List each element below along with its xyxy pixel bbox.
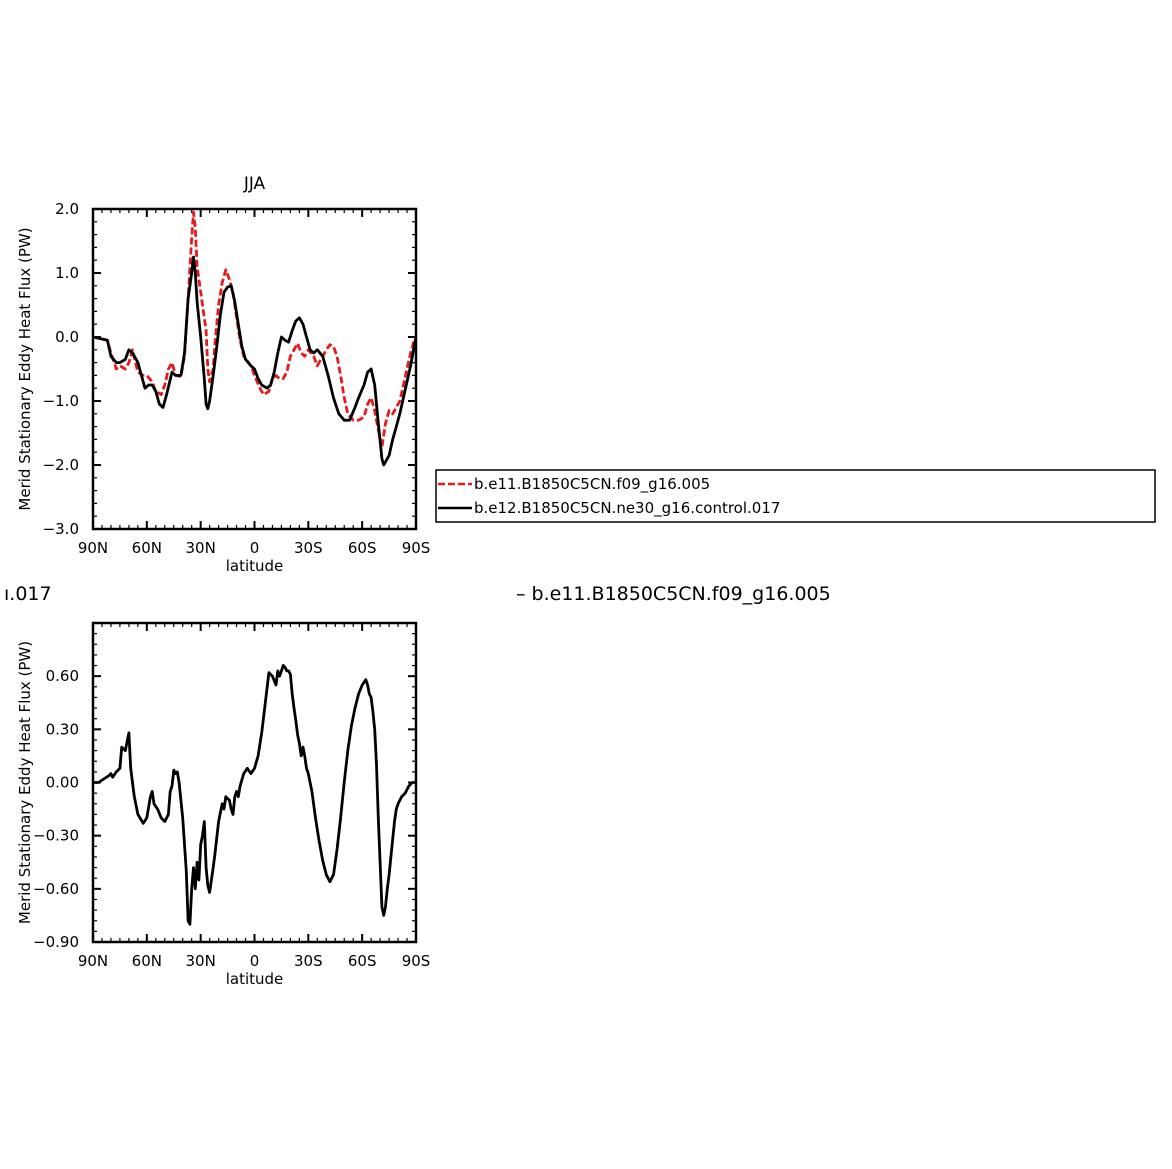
chart2-series-line-1 bbox=[93, 664, 416, 926]
chart2-y-tick-label: 0.60 bbox=[46, 667, 79, 685]
chart2-x-tick-label: 90S bbox=[402, 952, 431, 970]
chart2-x-tick-label: 90N bbox=[78, 952, 108, 970]
chart2-y-tick-label: 0.00 bbox=[46, 774, 79, 792]
chart1-x-tick-label: 30S bbox=[294, 539, 323, 557]
chart1-series-line-2 bbox=[93, 255, 416, 467]
chart1-x-tick-label: 0 bbox=[250, 539, 260, 557]
chart1-x-tick-label: 90N bbox=[78, 539, 108, 557]
chart2-y-tick-label: −0.60 bbox=[33, 880, 79, 898]
chart-panel-difference: 90N 60N 30N 0 30S 60S 90S −0.90 −0.60 −0.30 0.00 0.… bbox=[16, 621, 431, 988]
chart1-x-tick-label: 60S bbox=[348, 539, 377, 557]
chart1-x-tick-label: 60N bbox=[132, 539, 162, 557]
chart2-x-tick-label: 60N bbox=[132, 952, 162, 970]
chart2-x-axis-label: latitude bbox=[226, 970, 284, 988]
chart1-title: JJA bbox=[243, 174, 266, 194]
chart2-x-tick-label: 0 bbox=[250, 952, 260, 970]
chart1-y-tick-label: 1.0 bbox=[55, 264, 79, 282]
chart2-y-axis-label: Merid Stationary Eddy Heat Flux (PW) bbox=[16, 641, 34, 924]
chart2-x-tick-label: 30N bbox=[186, 952, 216, 970]
header-right-fragment: – b.e11.B1850C5CN.f09_g16.005 bbox=[516, 583, 831, 605]
chart1-y-tick-label: 0.0 bbox=[55, 328, 79, 346]
legend-box bbox=[435, 469, 1156, 523]
legend-label-series-2: b.e12.B1850C5CN.ne30_g16.control.017 bbox=[474, 499, 780, 518]
chart2-plot-frame bbox=[91, 621, 418, 944]
chart2-y-tick-label: −0.30 bbox=[33, 827, 79, 845]
chart-panel-jja: JJA 90N 60N 30N 0 30S 60S 90S −3.0 −2.0 −1.0 0.0 1.0… bbox=[16, 174, 430, 575]
chart1-x-tick-label: 90S bbox=[402, 539, 431, 557]
chart2-y-tick-label: −0.90 bbox=[33, 933, 79, 951]
chart2-x-tick-label: 60S bbox=[348, 952, 377, 970]
chart1-y-tick-label: −2.0 bbox=[43, 456, 79, 474]
chart2-x-tick-label: 30S bbox=[294, 952, 323, 970]
legend-label-series-1: b.e11.B1850C5CN.f09_g16.005 bbox=[474, 475, 710, 494]
header-left-fragment: ı.017 bbox=[4, 583, 52, 605]
chart1-y-tick-label: 2.0 bbox=[55, 200, 79, 218]
chart-legend: b.e11.B1850C5CN.f09_g16.005 b.e12.B1850C… bbox=[435, 469, 1156, 523]
chart1-x-axis-label: latitude bbox=[226, 557, 284, 575]
chart1-series-line-1 bbox=[93, 210, 416, 449]
chart1-y-axis-label: Merid Stationary Eddy Heat Flux (PW) bbox=[16, 227, 34, 510]
chart1-y-tick-label: −1.0 bbox=[43, 392, 79, 410]
chart2-y-tick-label: 0.30 bbox=[46, 720, 79, 738]
chart1-x-tick-label: 30N bbox=[186, 539, 216, 557]
chart1-y-tick-label: −3.0 bbox=[43, 520, 79, 538]
